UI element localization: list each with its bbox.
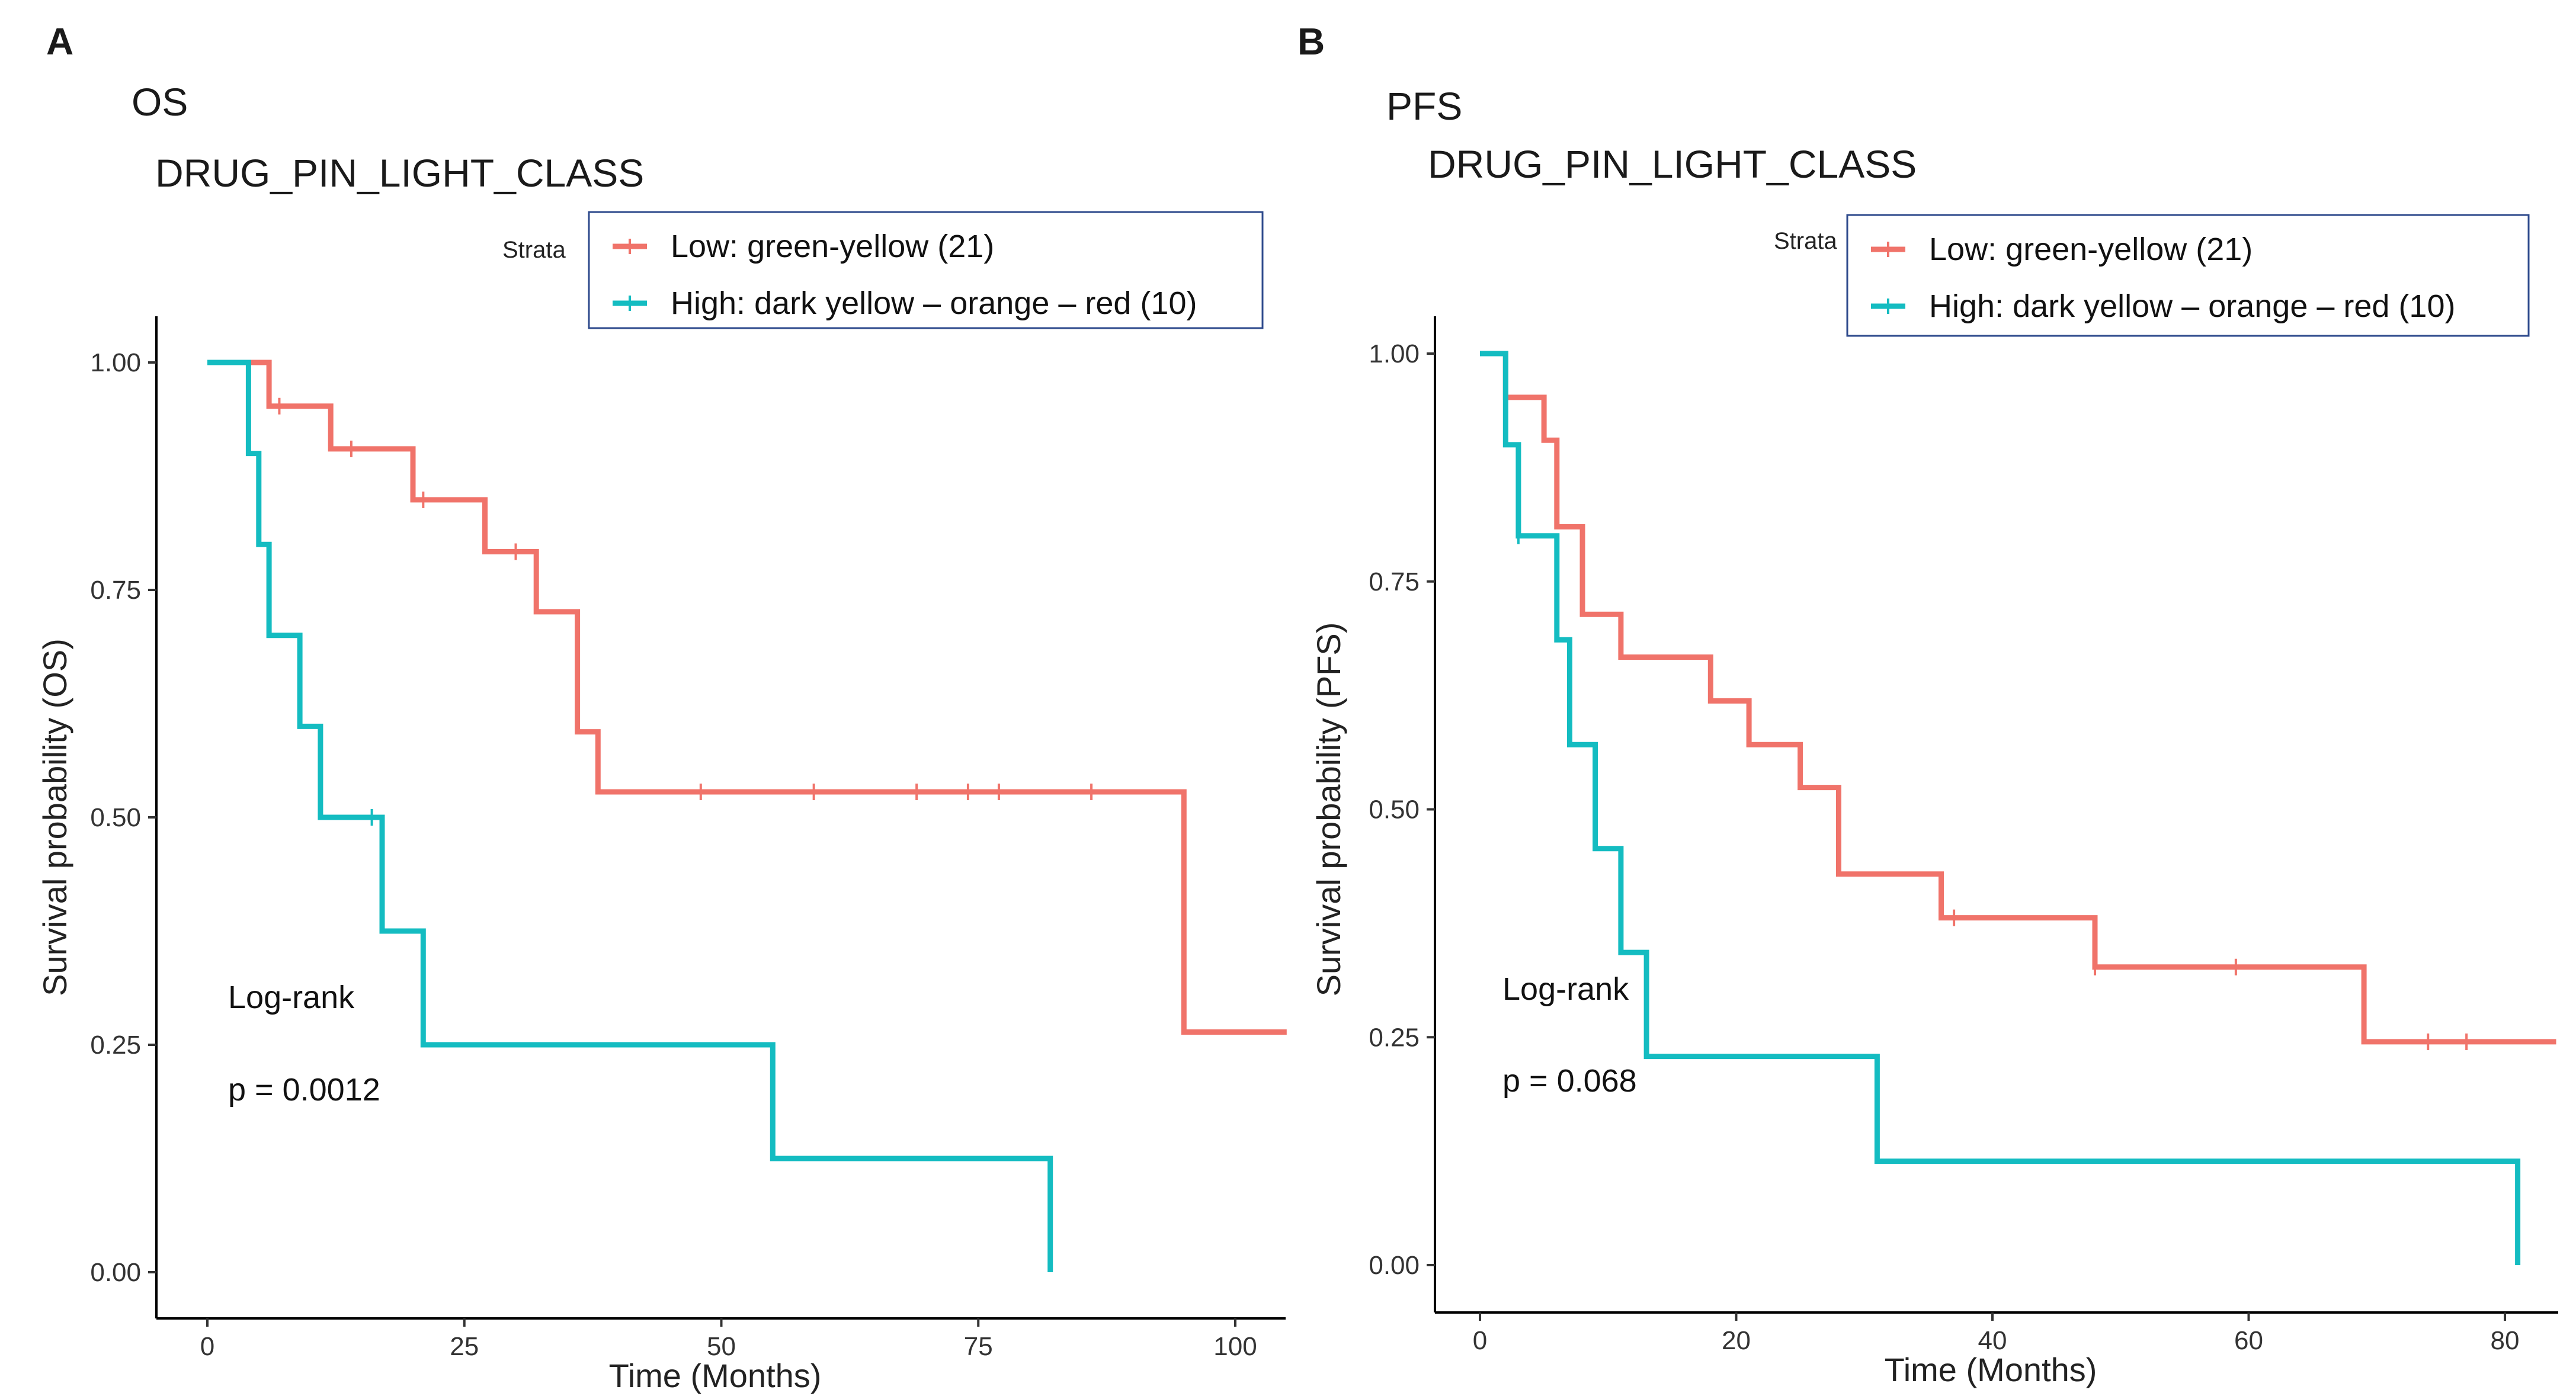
y-tick-label: 0.75 <box>1369 567 1420 596</box>
legend-box <box>588 211 1264 329</box>
log-rank-label: Log-rank <box>228 980 355 1015</box>
x-axis-title: Time (Months) <box>609 1357 822 1394</box>
legend-label-low: Low: green-yellow (21) <box>1929 232 2253 267</box>
panel-tag: PFS <box>1386 84 1462 128</box>
survival-curve-low <box>1480 351 2556 1045</box>
x-axis-title: Time (Months) <box>1885 1351 2097 1388</box>
x-tick-label: 100 <box>1213 1332 1257 1361</box>
y-tick-label: 0.00 <box>90 1258 141 1287</box>
legend-title: Strata <box>1774 228 1837 254</box>
p-value-label: p = 0.0012 <box>228 1072 380 1108</box>
panel-letter: B <box>1297 20 1325 63</box>
y-tick-label: 1.00 <box>1369 339 1420 368</box>
y-axis-title: Survival probability (PFS) <box>1310 622 1347 997</box>
panel-a: A OS DRUG_PIN_LIGHT_CLASS 0.00 0.25 0.50 0.75 1… <box>36 20 1287 1394</box>
chart-title: DRUG_PIN_LIGHT_CLASS <box>155 151 644 195</box>
legend-label-high: High: dark yellow – orange – red (10) <box>1929 288 2455 324</box>
x-tick-label: 60 <box>2234 1326 2263 1355</box>
p-value-label: p = 0.068 <box>1502 1063 1637 1099</box>
x-tick-label: 25 <box>450 1332 479 1361</box>
log-rank-label: Log-rank <box>1502 971 1629 1007</box>
survival-curve-low <box>207 360 1287 1035</box>
x-tick-label: 0 <box>200 1332 214 1361</box>
y-tick-label: 0.25 <box>90 1031 141 1060</box>
y-tick-label: 0.75 <box>90 576 141 605</box>
legend-label-high: High: dark yellow – orange – red (10) <box>671 285 1197 321</box>
panel-tag: OS <box>132 80 188 124</box>
y-tick-label: 0.50 <box>90 803 141 832</box>
chart-title: DRUG_PIN_LIGHT_CLASS <box>1428 142 1917 186</box>
x-tick-label: 0 <box>1473 1326 1487 1355</box>
legend-box <box>1846 214 2530 337</box>
legend-title: Strata <box>502 237 566 263</box>
y-tick-label: 0.50 <box>1369 795 1420 824</box>
x-tick-label: 20 <box>1722 1326 1751 1355</box>
x-tick-label: 40 <box>1978 1326 2007 1355</box>
panel-letter: A <box>46 20 73 63</box>
legend: Strata Low: green-yellow (21) High: dark y… <box>502 211 1264 329</box>
x-tick-label: 75 <box>964 1332 993 1361</box>
x-tick-label: 50 <box>707 1332 736 1361</box>
survival-curve-high <box>1480 351 2521 1265</box>
x-tick-label: 80 <box>2491 1326 2520 1355</box>
y-tick-label: 0.25 <box>1369 1023 1420 1052</box>
legend-label-low: Low: green-yellow (21) <box>671 229 994 264</box>
panel-b: B PFS DRUG_PIN_LIGHT_CLASS 0.00 0.25 0.50 0.75… <box>1297 20 2558 1388</box>
y-tick-label: 1.00 <box>90 348 141 377</box>
survival-curve-high <box>207 360 1053 1272</box>
legend: Strata Low: green-yellow (21) High: dark y… <box>1774 214 2530 337</box>
y-tick-label: 0.00 <box>1369 1251 1420 1280</box>
y-axis-title: Survival probability (OS) <box>36 638 73 996</box>
